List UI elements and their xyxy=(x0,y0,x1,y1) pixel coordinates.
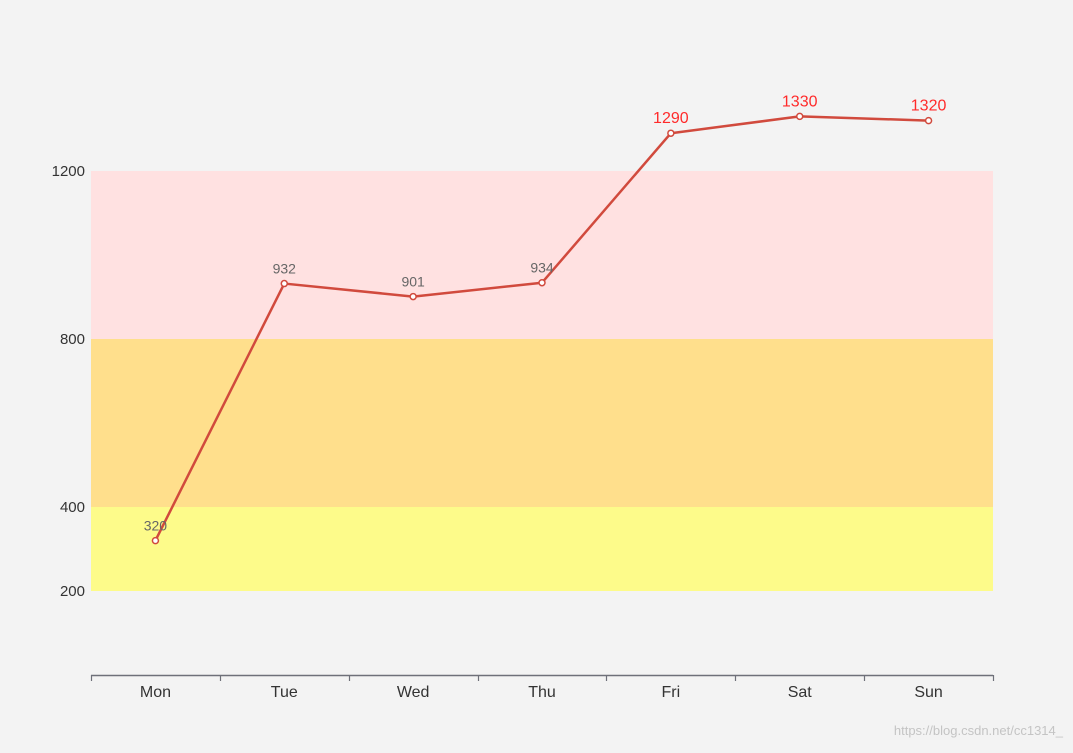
y-tick-label: 800 xyxy=(60,331,85,348)
data-label: 1330 xyxy=(782,93,818,110)
data-point xyxy=(668,130,674,136)
data-label: 934 xyxy=(530,260,554,276)
data-point xyxy=(539,280,545,286)
x-tick-label: Thu xyxy=(528,684,556,701)
x-tick-label: Tue xyxy=(271,684,298,701)
mark-area-band-0 xyxy=(91,507,993,591)
y-tick-label: 200 xyxy=(60,583,85,600)
y-tick-label: 400 xyxy=(60,499,85,516)
data-label: 1320 xyxy=(911,98,947,115)
y-tick-label: 1200 xyxy=(52,163,85,180)
x-tick-label: Mon xyxy=(140,684,171,701)
x-tick-label: Sun xyxy=(914,684,942,701)
data-label: 932 xyxy=(273,261,297,277)
data-point xyxy=(410,294,416,300)
data-point xyxy=(281,281,287,287)
mark-area-band-1 xyxy=(91,339,993,507)
mark-area-band-2 xyxy=(91,171,993,339)
data-label: 901 xyxy=(401,274,425,290)
x-tick-label: Sat xyxy=(788,684,813,701)
data-label: 1290 xyxy=(653,110,689,127)
data-point xyxy=(926,118,932,124)
data-label: 320 xyxy=(144,518,168,534)
data-point xyxy=(152,538,158,544)
data-point xyxy=(797,113,803,119)
watermark-text: https://blog.csdn.net/cc1314_ xyxy=(894,723,1063,738)
mark-area-layer xyxy=(91,171,993,591)
x-tick-label: Fri xyxy=(662,684,681,701)
x-tick-label: Wed xyxy=(397,684,430,701)
